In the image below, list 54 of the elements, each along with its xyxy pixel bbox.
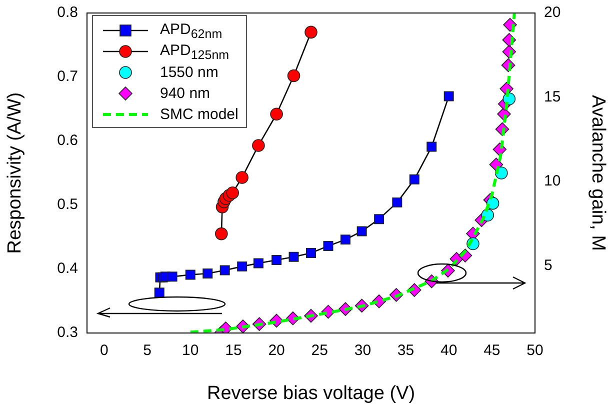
point: [252, 139, 265, 152]
x-tick-label: 25: [311, 342, 328, 360]
x-tick-label: 30: [354, 342, 372, 360]
y-axis-title: Responsivity (A/W): [4, 92, 26, 254]
y-tick-label: 0.8: [57, 4, 78, 22]
x-tick-label: 35: [397, 342, 414, 360]
point: [374, 214, 384, 224]
legend-label: 940 nm: [160, 85, 210, 102]
legend-label: APD$_{62nm}$: [160, 20, 222, 40]
point: [220, 265, 230, 276]
point: [167, 272, 178, 282]
y-tick-label: 0.6: [57, 132, 78, 150]
x-axis-title: Reverse bias voltage (V): [206, 382, 416, 404]
legend-label: SMC model: [160, 106, 238, 123]
y-tick-label: 0.7: [57, 68, 78, 86]
point: [304, 26, 318, 39]
point: [288, 252, 299, 262]
x-tick-label: 50: [526, 342, 544, 360]
y2-tick-label: 20: [544, 4, 561, 22]
point: [215, 227, 228, 240]
y2-tick-label: 5: [544, 256, 552, 274]
legend-label: 1550 nm: [160, 64, 218, 81]
point: [253, 258, 264, 268]
y-tick-label: 0.5: [57, 196, 78, 214]
point: [226, 186, 239, 200]
y-tick-label: 0.3: [57, 324, 78, 342]
point: [236, 171, 248, 184]
point: [306, 248, 316, 258]
point: [444, 91, 454, 102]
point: [185, 270, 196, 280]
x-tick-label: 5: [143, 342, 152, 360]
legend-label: APD$_{125nm}$: [160, 42, 230, 62]
point: [154, 288, 164, 298]
point: [237, 261, 248, 272]
x-tick-label: 10: [182, 342, 199, 360]
point: [356, 226, 367, 236]
x-tick-label: 15: [225, 342, 242, 360]
point: [202, 268, 213, 278]
y2-tick-label: 15: [544, 88, 561, 106]
y-tick-label: 0.4: [57, 260, 78, 278]
x-tick-label: 40: [440, 342, 458, 360]
point: [272, 255, 282, 266]
point: [323, 240, 334, 251]
point: [287, 69, 300, 82]
point: [426, 142, 437, 152]
point: [409, 174, 420, 184]
y2-tick-label: 10: [544, 172, 561, 190]
x-tick-label: 0: [100, 342, 108, 360]
x-tick-label: 45: [484, 342, 500, 360]
y2-axis-title: Avalanche gain, M: [587, 95, 608, 251]
point: [340, 234, 350, 245]
point: [392, 197, 402, 208]
point: [270, 108, 283, 121]
x-tick-label: 20: [268, 342, 285, 360]
